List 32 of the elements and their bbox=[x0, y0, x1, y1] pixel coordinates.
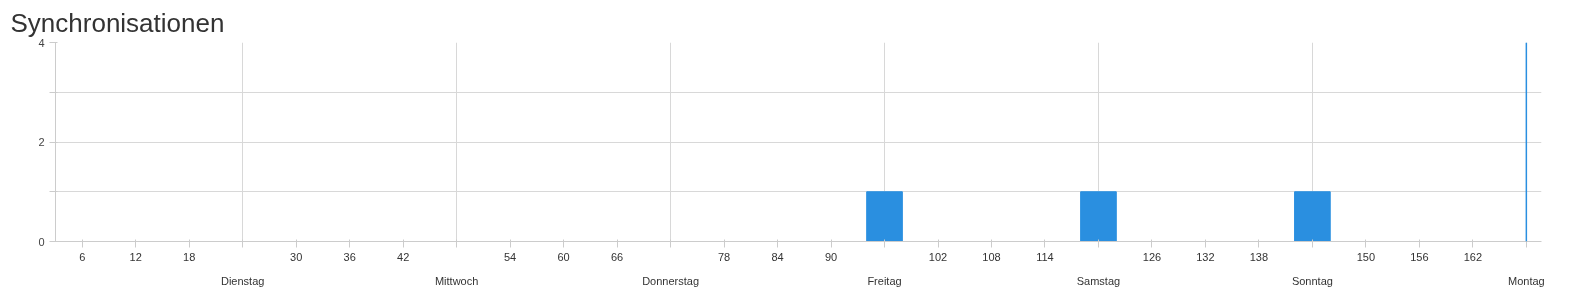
x-tick-label: 30 bbox=[290, 250, 303, 263]
x-tick-label: 156 bbox=[1410, 250, 1429, 263]
x-tick-label: 60 bbox=[557, 250, 570, 263]
x-tick-label: 36 bbox=[343, 250, 356, 263]
y-tick-label: 4 bbox=[38, 36, 45, 49]
x-tick-label: 108 bbox=[982, 250, 1001, 263]
text: Mittwoch bbox=[434, 274, 479, 287]
text: Freitag bbox=[867, 274, 902, 287]
x-tick-label: 6 bbox=[79, 250, 86, 263]
chart-title: Synchronisationen bbox=[10, 7, 225, 38]
x-tick-label: 18 bbox=[183, 250, 196, 263]
x-tick-label: 84 bbox=[771, 250, 784, 263]
x-tick-label: 162 bbox=[1463, 250, 1483, 263]
y-tick-label: 0 bbox=[38, 235, 45, 248]
x-tick-label: 114 bbox=[1036, 250, 1054, 263]
text: Donnerstag bbox=[642, 274, 700, 287]
x-tick-label: 66 bbox=[610, 250, 624, 263]
text: Dienstag bbox=[220, 274, 265, 287]
x-tick-label: 150 bbox=[1356, 250, 1376, 263]
x-tick-label: 102 bbox=[928, 250, 948, 263]
x-tick-label: 12 bbox=[129, 250, 142, 263]
x-tick-label: 78 bbox=[717, 250, 731, 263]
y-tick-label: 2 bbox=[38, 136, 45, 148]
x-tick-label: 138 bbox=[1249, 250, 1269, 263]
text: Montag bbox=[1508, 274, 1545, 287]
x-tick-label: 132 bbox=[1196, 250, 1215, 263]
text: Sonntag bbox=[1291, 274, 1333, 287]
x-tick-label: 90 bbox=[824, 250, 838, 263]
x-tick-label: 42 bbox=[397, 250, 410, 263]
text: Samstag bbox=[1076, 274, 1121, 287]
x-tick-label: 54 bbox=[504, 250, 517, 263]
x-tick-label: 126 bbox=[1142, 250, 1162, 263]
